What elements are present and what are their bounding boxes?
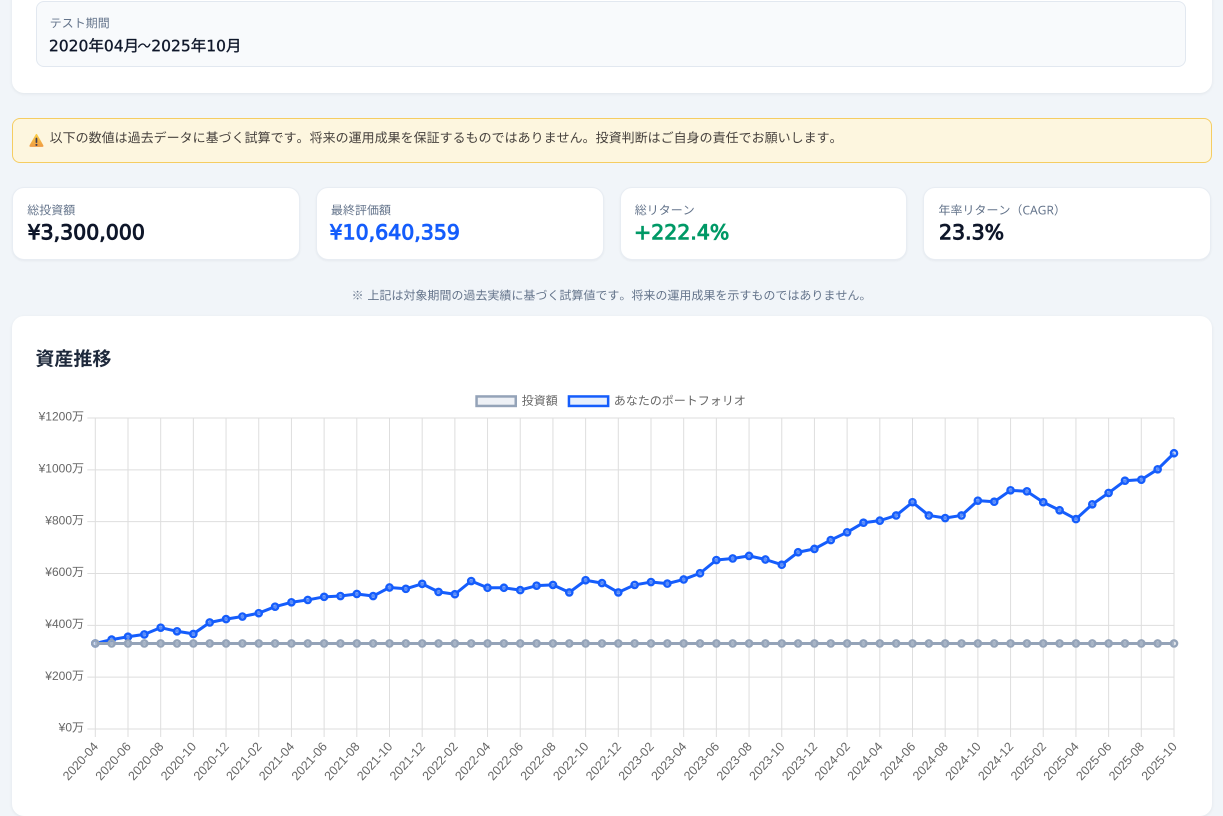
svg-text:¥600: ¥600 — [44, 565, 72, 579]
svg-text:¥1000: ¥1000 — [38, 461, 73, 475]
svg-text:¥1200: ¥1200 — [38, 410, 73, 424]
svg-text:¥800: ¥800 — [44, 513, 72, 527]
svg-text:¥0: ¥0 — [58, 721, 73, 735]
svg-text:¥400: ¥400 — [44, 617, 72, 631]
svg-text:2025-10: 2025-10 — [1139, 740, 1180, 783]
svg-text:¥200: ¥200 — [44, 669, 72, 683]
